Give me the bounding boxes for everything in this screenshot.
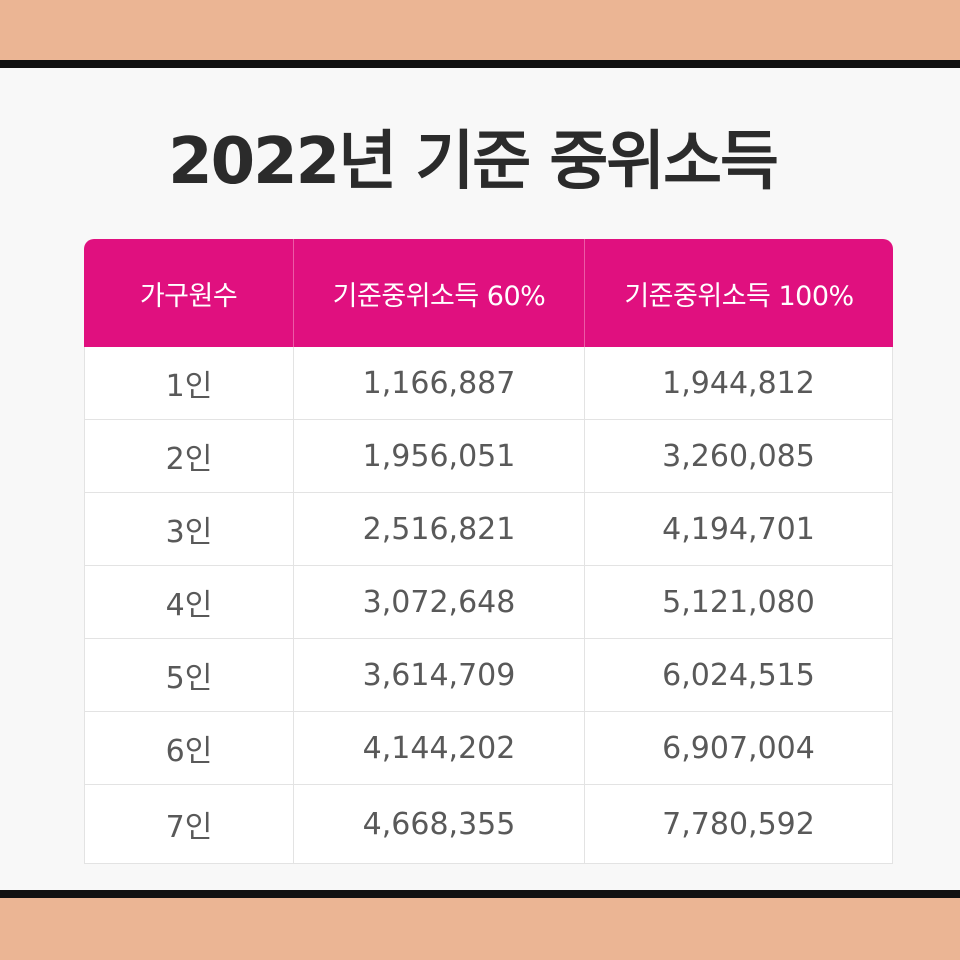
table-row: 5인 3,614,709 6,024,515 xyxy=(84,639,893,712)
table-row: 6인 4,144,202 6,907,004 xyxy=(84,712,893,785)
table-row: 4인 3,072,648 5,121,080 xyxy=(84,566,893,639)
cell-income-100: 1,944,812 xyxy=(585,347,893,420)
median-income-table-container: 가구원수 기준중위소득 60% 기준중위소득 100% 1인 1,166,887… xyxy=(84,239,893,864)
cell-income-100: 7,780,592 xyxy=(585,785,893,864)
cell-household-size: 1인 xyxy=(84,347,294,420)
table-row: 2인 1,956,051 3,260,085 xyxy=(84,420,893,493)
cell-household-size: 7인 xyxy=(84,785,294,864)
header-household-size: 가구원수 xyxy=(84,239,294,347)
table-header-row: 가구원수 기준중위소득 60% 기준중위소득 100% xyxy=(84,239,893,347)
content-panel: 2022년 기준 중위소득 가구원수 기준중위소득 60% 기준중위소득 100… xyxy=(0,60,960,898)
cell-income-60: 3,072,648 xyxy=(294,566,585,639)
cell-income-100: 3,260,085 xyxy=(585,420,893,493)
table-row: 1인 1,166,887 1,944,812 xyxy=(84,347,893,420)
header-median-income-100: 기준중위소득 100% xyxy=(585,239,893,347)
page-title: 2022년 기준 중위소득 xyxy=(168,125,779,199)
cell-income-60: 3,614,709 xyxy=(294,639,585,712)
cell-household-size: 4인 xyxy=(84,566,294,639)
cell-income-100: 4,194,701 xyxy=(585,493,893,566)
cell-income-100: 6,024,515 xyxy=(585,639,893,712)
cell-household-size: 2인 xyxy=(84,420,294,493)
median-income-table: 가구원수 기준중위소득 60% 기준중위소득 100% 1인 1,166,887… xyxy=(84,239,893,864)
cell-income-60: 2,516,821 xyxy=(294,493,585,566)
table-row: 7인 4,668,355 7,780,592 xyxy=(84,785,893,864)
cell-household-size: 3인 xyxy=(84,493,294,566)
cell-household-size: 6인 xyxy=(84,712,294,785)
cell-income-60: 1,166,887 xyxy=(294,347,585,420)
header-median-income-60: 기준중위소득 60% xyxy=(294,239,585,347)
table-row: 3인 2,516,821 4,194,701 xyxy=(84,493,893,566)
cell-household-size: 5인 xyxy=(84,639,294,712)
cell-income-60: 1,956,051 xyxy=(294,420,585,493)
cell-income-100: 5,121,080 xyxy=(585,566,893,639)
cell-income-60: 4,668,355 xyxy=(294,785,585,864)
cell-income-100: 6,907,004 xyxy=(585,712,893,785)
cell-income-60: 4,144,202 xyxy=(294,712,585,785)
